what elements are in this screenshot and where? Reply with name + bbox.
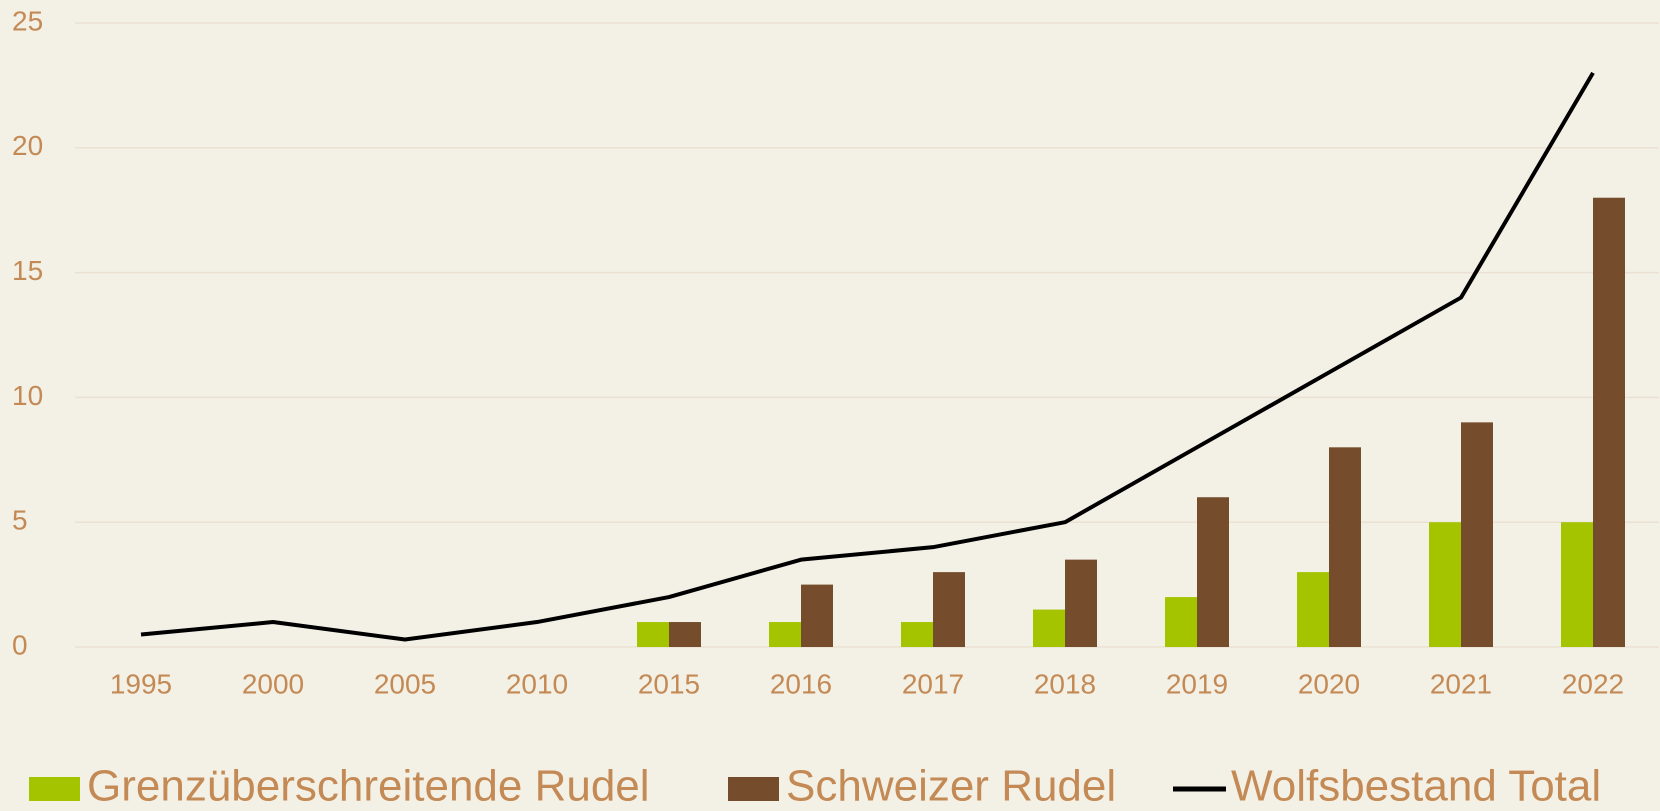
bar bbox=[801, 584, 833, 647]
x-tick-label: 2018 bbox=[1034, 668, 1096, 699]
x-tick-label: 2017 bbox=[902, 668, 964, 699]
x-tick-label: 2019 bbox=[1166, 668, 1228, 699]
bar bbox=[1429, 522, 1461, 647]
legend-swatch bbox=[29, 777, 80, 801]
legend-label: Schweizer Rudel bbox=[786, 762, 1116, 811]
x-tick-label: 2020 bbox=[1298, 668, 1360, 699]
bar bbox=[1329, 447, 1361, 647]
bar bbox=[637, 622, 669, 647]
legend-swatch bbox=[728, 777, 779, 801]
x-tick-label: 2010 bbox=[506, 668, 568, 699]
bar bbox=[1033, 609, 1065, 647]
x-tick-label: 2005 bbox=[374, 668, 436, 699]
bar bbox=[1461, 422, 1493, 647]
x-tick-label: 2016 bbox=[770, 668, 832, 699]
y-tick-label: 0 bbox=[12, 629, 28, 660]
x-tick-label: 2015 bbox=[638, 668, 700, 699]
x-tick-label: 2021 bbox=[1430, 668, 1492, 699]
bar bbox=[769, 622, 801, 647]
x-tick-label: 1995 bbox=[110, 668, 172, 699]
y-tick-label: 10 bbox=[12, 380, 43, 411]
y-tick-label: 5 bbox=[12, 505, 28, 536]
bar bbox=[1593, 197, 1625, 647]
bar bbox=[1165, 597, 1197, 647]
x-tick-label: 2022 bbox=[1562, 668, 1624, 699]
legend-label: Wolfsbestand Total bbox=[1231, 762, 1601, 811]
bar bbox=[933, 572, 965, 647]
bar bbox=[1197, 497, 1229, 647]
bar bbox=[1297, 572, 1329, 647]
y-tick-label: 15 bbox=[12, 255, 43, 286]
line bbox=[140, 71, 1595, 642]
bar bbox=[901, 622, 933, 647]
bar bbox=[1561, 522, 1593, 647]
bar bbox=[669, 622, 701, 647]
y-tick-label: 20 bbox=[12, 130, 43, 161]
legend-label: Grenzüberschreitende Rudel bbox=[87, 762, 650, 811]
y-tick-label: 25 bbox=[12, 5, 43, 36]
bar bbox=[1065, 559, 1097, 647]
x-tick-label: 2000 bbox=[242, 668, 304, 699]
